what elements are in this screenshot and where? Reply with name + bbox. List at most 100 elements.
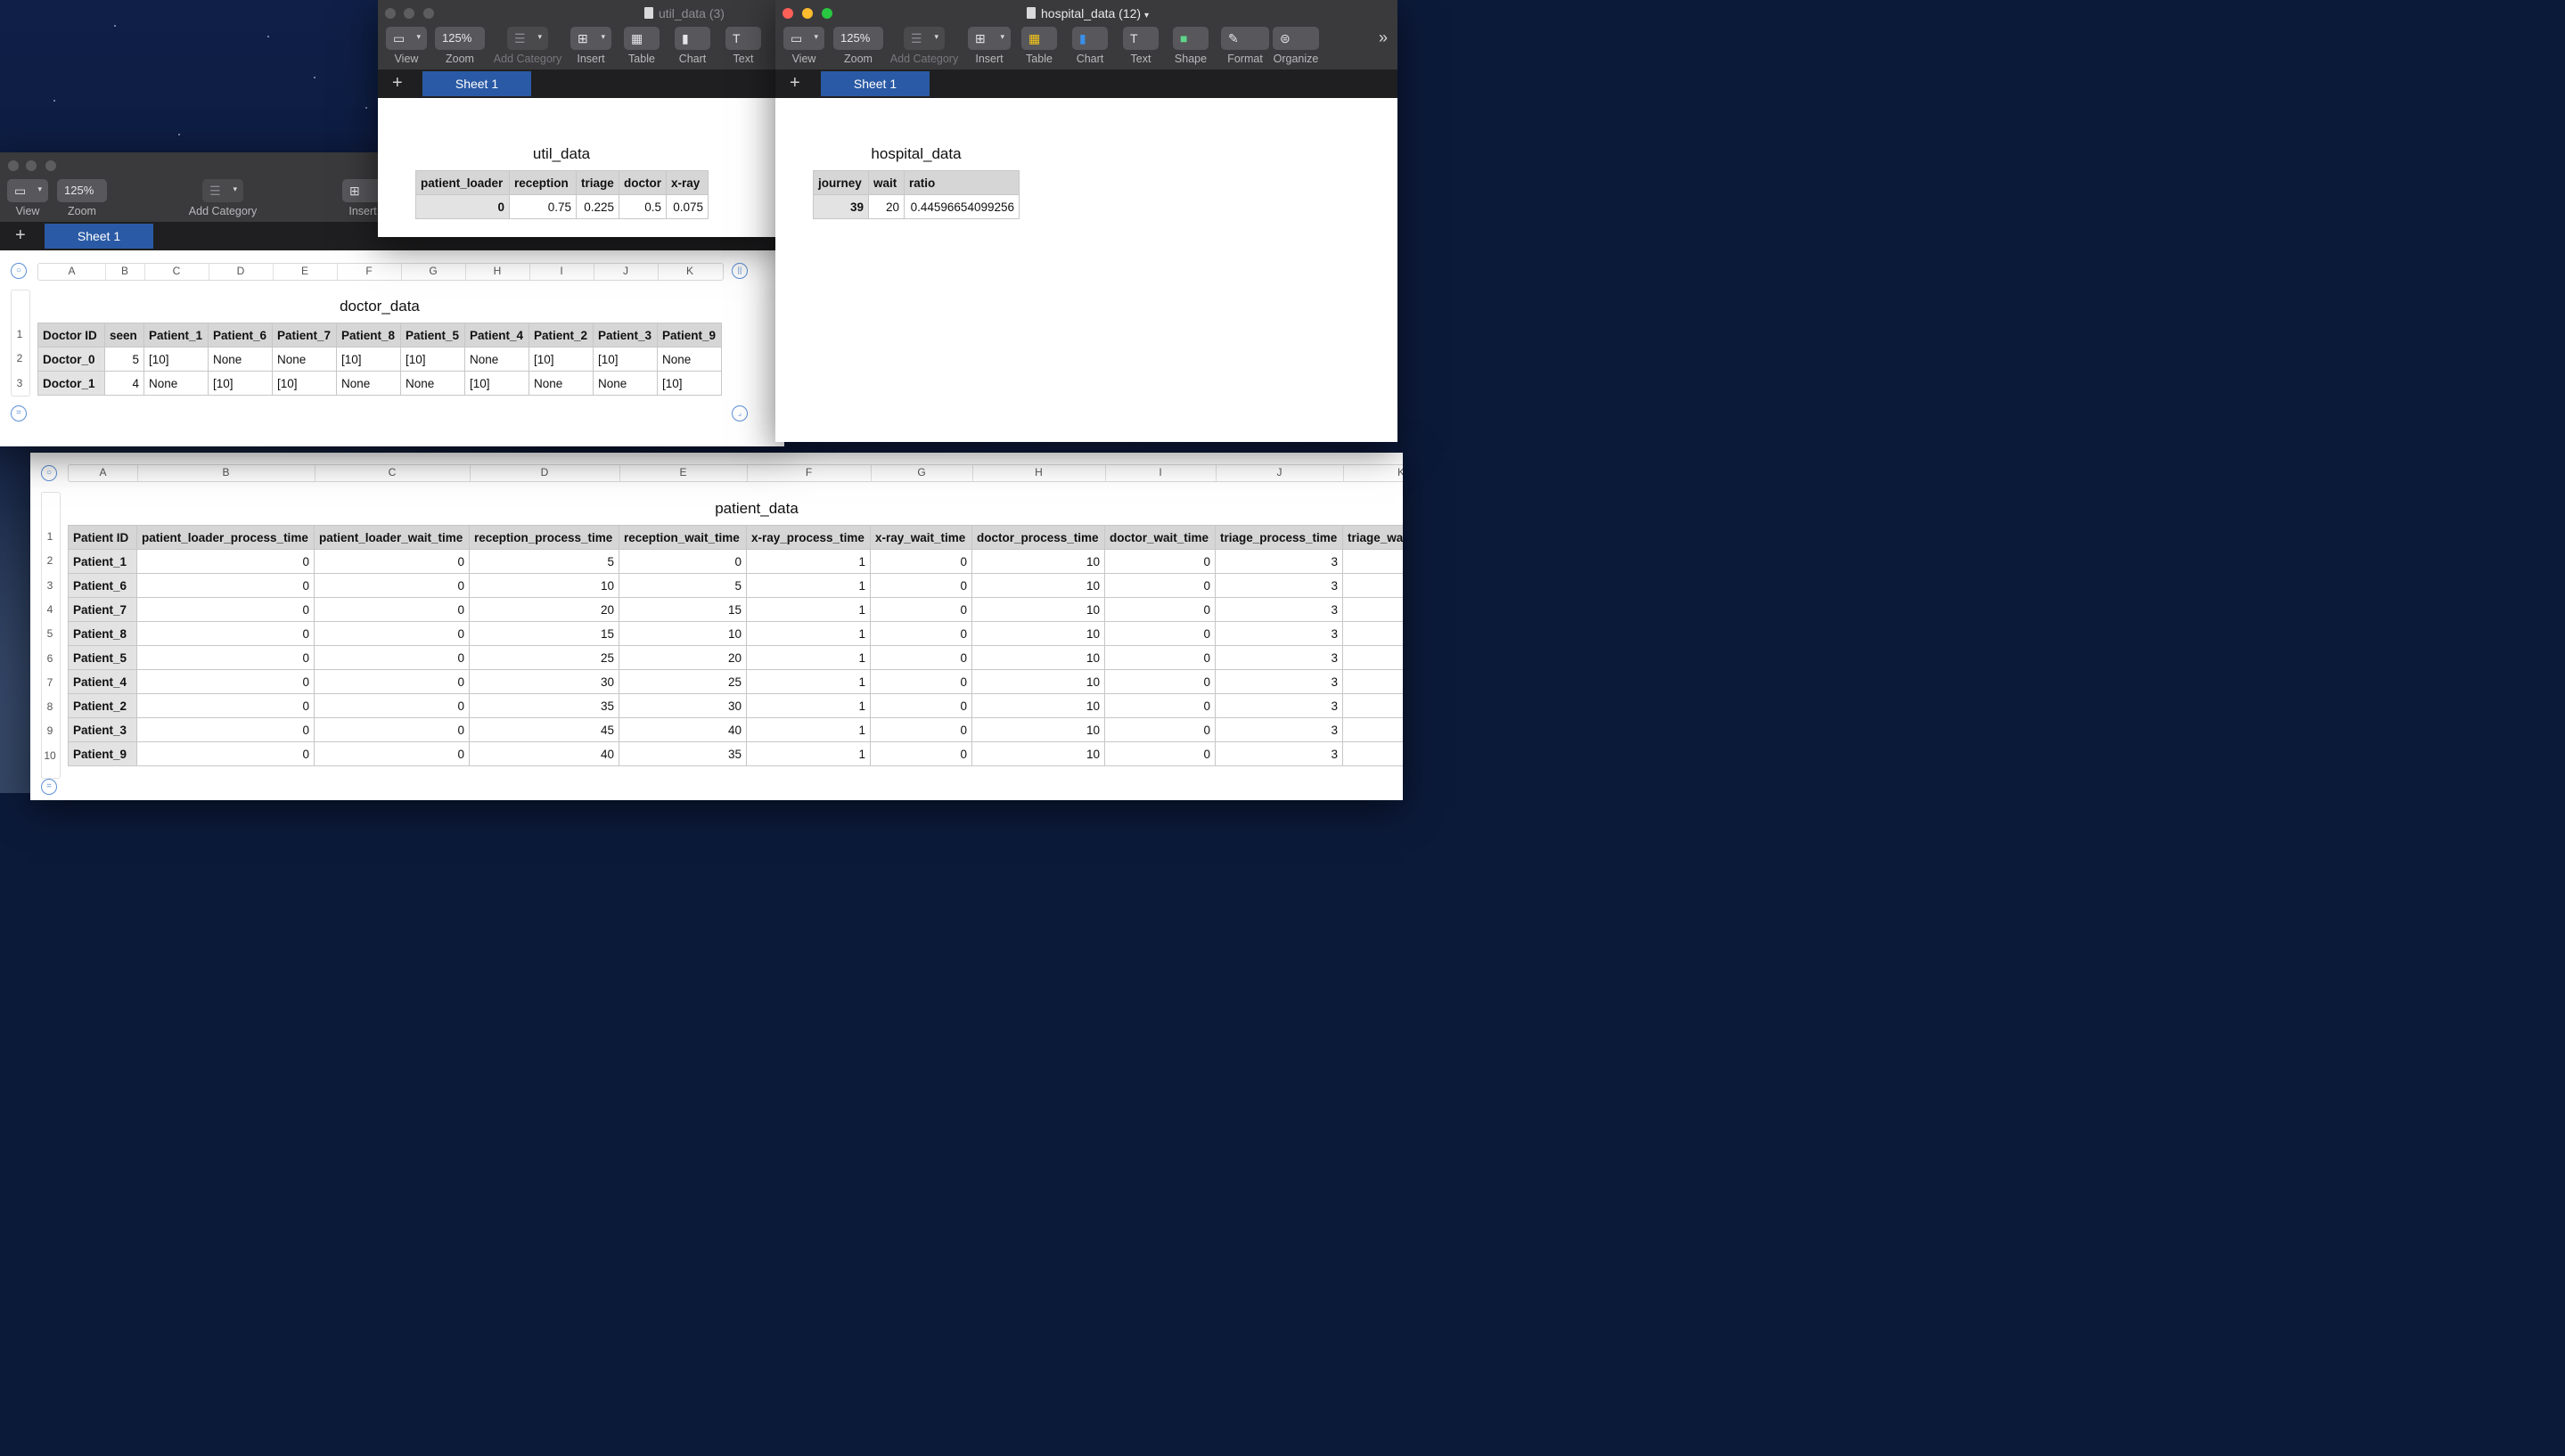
table-cell[interactable]: None	[400, 371, 465, 396]
table-cell[interactable]: 0	[870, 549, 972, 574]
table-cell[interactable]	[1342, 621, 1403, 646]
column-letter[interactable]: K	[685, 265, 693, 277]
column-header[interactable]: Patient_1	[143, 323, 209, 348]
table-cell[interactable]: 0	[870, 645, 972, 670]
table-cell[interactable]: 20	[469, 597, 619, 622]
column-letter[interactable]: J	[623, 265, 628, 277]
table-cell[interactable]: 3	[1215, 717, 1343, 742]
table-cell[interactable]: 0	[870, 717, 972, 742]
column-divider[interactable]	[1343, 465, 1344, 481]
column-header[interactable]: patient_loader_process_time	[136, 525, 315, 550]
column-header[interactable]: reception	[509, 170, 577, 195]
zoom-button[interactable]: 125%	[57, 179, 107, 202]
row-number[interactable]: 2	[46, 554, 53, 568]
util-data-table[interactable]: patient_loader reception triage doctor x-ray…	[415, 170, 709, 219]
row-number[interactable]: 3	[16, 376, 23, 389]
column-header[interactable]: x-ray_wait_time	[870, 525, 972, 550]
shape-button[interactable]: ■	[1173, 27, 1209, 50]
column-letter[interactable]: I	[560, 265, 563, 277]
column-divider[interactable]	[105, 264, 106, 280]
table-cell[interactable]: 0	[1104, 549, 1216, 574]
table-cell[interactable]: 0	[136, 717, 315, 742]
insert-button[interactable]: ⊞	[342, 179, 383, 202]
chart-button[interactable]: ▮	[1072, 27, 1108, 50]
table-cell[interactable]: None	[464, 347, 529, 372]
table-cell[interactable]: Doctor_0	[37, 347, 105, 372]
table-cell[interactable]: Patient_7	[68, 597, 137, 622]
minimize-icon[interactable]	[404, 8, 414, 19]
table-cell[interactable]: None	[336, 371, 401, 396]
table-cell[interactable]: 3	[1215, 669, 1343, 694]
table-cell[interactable]: 0	[870, 669, 972, 694]
column-header[interactable]: Patient ID	[68, 525, 137, 550]
column-header[interactable]: wait	[868, 170, 905, 195]
table-cell[interactable]: 30	[469, 669, 619, 694]
table-cell[interactable]: Patient_5	[68, 645, 137, 670]
table-cell[interactable]: [10]	[143, 347, 209, 372]
minimize-icon[interactable]	[802, 8, 813, 19]
table-cell[interactable]: 4	[104, 371, 144, 396]
column-divider[interactable]	[972, 465, 973, 481]
column-divider[interactable]	[315, 465, 316, 481]
table-cell[interactable]	[1342, 717, 1403, 742]
table-cell[interactable]: None	[529, 371, 594, 396]
table-cell[interactable]: 0	[314, 573, 470, 598]
table-cell[interactable]: [10]	[208, 371, 273, 396]
view-button[interactable]: ▭ ▾	[7, 179, 48, 202]
doctor-data-table[interactable]: Doctor ID seen Patient_1 Patient_6 Patient_7…	[37, 323, 722, 396]
add-row-handle-icon[interactable]: =	[41, 779, 57, 795]
hospital-data-table[interactable]: journey wait ratio 39 20 0.44596654099256	[813, 170, 1020, 219]
table-cell[interactable]: 0	[136, 597, 315, 622]
table-cell[interactable]: 1	[746, 573, 871, 598]
table-cell[interactable]: [10]	[336, 347, 401, 372]
table-cell[interactable]: 0	[1104, 717, 1216, 742]
row-number[interactable]: 6	[46, 651, 53, 665]
table-cell[interactable]: None	[593, 371, 658, 396]
table-cell[interactable]: 5	[469, 549, 619, 574]
table-cell[interactable]: 0.075	[666, 194, 709, 219]
table-cell[interactable]: [10]	[400, 347, 465, 372]
column-header[interactable]: Patient_5	[400, 323, 465, 348]
column-header[interactable]: x-ray_process_time	[746, 525, 871, 550]
text-button[interactable]: T	[1123, 27, 1159, 50]
table-cell[interactable]: 0	[870, 693, 972, 718]
table-cell[interactable]: Doctor_1	[37, 371, 105, 396]
table-cell[interactable]: 10	[469, 573, 619, 598]
column-header[interactable]: x-ray	[666, 170, 709, 195]
column-divider[interactable]	[470, 465, 471, 481]
table-cell[interactable]: 0.75	[509, 194, 577, 219]
table-cell[interactable]: [10]	[529, 347, 594, 372]
table-cell[interactable]: 0	[136, 741, 315, 766]
zoom-icon[interactable]	[822, 8, 832, 19]
table-cell[interactable]: 0	[136, 669, 315, 694]
table-cell[interactable]: 0	[314, 741, 470, 766]
table-cell[interactable]: 3	[1215, 597, 1343, 622]
column-letter[interactable]: A	[99, 466, 107, 479]
close-icon[interactable]	[8, 160, 19, 171]
row-number[interactable]: 5	[46, 627, 53, 641]
column-divider[interactable]	[1105, 465, 1106, 481]
table-cell[interactable]: 10	[971, 645, 1105, 670]
table-cell[interactable]: 10	[971, 693, 1105, 718]
column-header[interactable]: seen	[104, 323, 144, 348]
table-cell[interactable]: None	[143, 371, 209, 396]
close-icon[interactable]	[385, 8, 396, 19]
table-cell[interactable]: 3	[1215, 645, 1343, 670]
column-letter[interactable]: C	[172, 265, 181, 277]
table-cell[interactable]: 1	[746, 549, 871, 574]
column-header[interactable]: doctor	[619, 170, 667, 195]
column-header[interactable]: patient_loader_wait_time	[314, 525, 470, 550]
column-letter[interactable]: E	[679, 466, 687, 479]
table-cell[interactable]: Patient_6	[68, 573, 137, 598]
column-divider[interactable]	[529, 264, 530, 280]
table-cell[interactable]: 0	[870, 741, 972, 766]
column-header[interactable]: doctor_wait_time	[1104, 525, 1216, 550]
table-cell[interactable]: 1	[746, 597, 871, 622]
column-letter[interactable]: B	[222, 466, 230, 479]
add-row-handle-icon[interactable]: =	[11, 405, 27, 421]
table-cell[interactable]: Patient_2	[68, 693, 137, 718]
column-divider[interactable]	[871, 465, 872, 481]
table-cell[interactable]: 0	[870, 621, 972, 646]
table-cell[interactable]: 30	[619, 693, 747, 718]
table-cell[interactable]: 25	[469, 645, 619, 670]
